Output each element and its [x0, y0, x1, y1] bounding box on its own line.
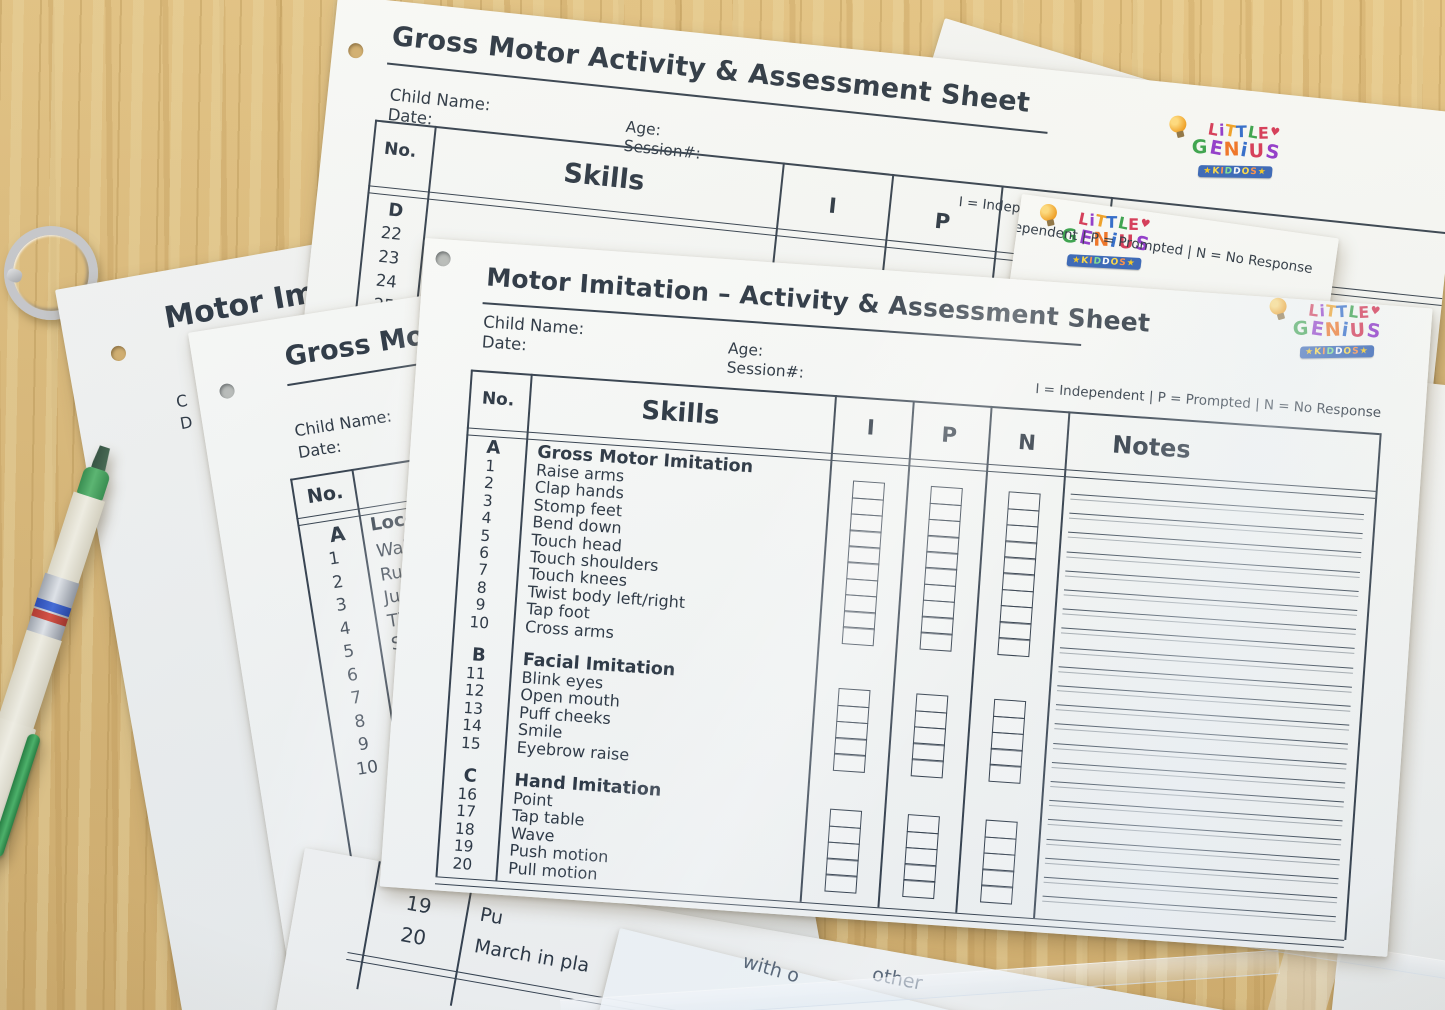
- checkbox: [841, 626, 875, 647]
- little-genius-logo: LiTTLE♥ GENiUS ★KIDDOS★: [1267, 295, 1404, 361]
- checkbox-stack-i: [832, 688, 871, 773]
- checkbox: [919, 631, 953, 652]
- section-letter: A: [327, 521, 347, 548]
- col-header-no: No.: [305, 480, 345, 509]
- col-header-skills: Skills: [640, 395, 721, 431]
- scoring-legend: I = Independent | P = Prompted | N = No …: [1034, 380, 1382, 422]
- under-left-child-fragment: C: [174, 390, 189, 412]
- date-label: Date:: [481, 332, 528, 355]
- checkbox-stack-p: [919, 486, 963, 652]
- punch-hole: [109, 344, 128, 363]
- child-name-label: Child Name:: [293, 406, 393, 441]
- section-letter: C: [462, 765, 478, 787]
- section-letter: A: [485, 436, 502, 459]
- row-label: March in pla: [472, 935, 592, 977]
- col-header-skills: Skills: [562, 157, 647, 197]
- checkbox-stack-i: [841, 480, 886, 647]
- session-label: Session#:: [726, 358, 805, 382]
- checkbox: [988, 763, 1022, 784]
- col-header-p: P: [940, 422, 958, 448]
- checkbox: [910, 758, 944, 779]
- age-label: Age:: [727, 339, 764, 360]
- checkbox: [832, 753, 866, 773]
- logo-banner-kiddos: ★KIDDOS★: [1299, 344, 1375, 359]
- checkbox: [980, 884, 1014, 905]
- pen-barrel: [46, 491, 105, 584]
- col-header-i: I: [866, 415, 876, 440]
- date-label: Date:: [296, 436, 343, 463]
- checkbox: [997, 637, 1031, 658]
- item-label: Cross arms: [524, 616, 615, 642]
- checkbox-stack-p: [902, 814, 940, 900]
- pen-barrel-lower: [0, 629, 62, 729]
- row-number: 20: [398, 922, 428, 951]
- col-header-no: No.: [481, 388, 515, 411]
- col-header-n: N: [1017, 429, 1037, 456]
- checkbox: [824, 873, 858, 894]
- item-number: 10: [468, 612, 490, 632]
- col-header-p: P: [933, 208, 952, 235]
- row-number: 23: [377, 246, 401, 268]
- row-label: Pu: [478, 903, 505, 930]
- section-letter: D: [387, 199, 405, 222]
- binder-ring: [4, 226, 98, 320]
- checkbox-stack-n: [988, 699, 1027, 784]
- age-label: Age:: [624, 117, 662, 140]
- logo-banner-kiddos: ★KIDDOS★: [1197, 164, 1273, 178]
- col-header-no: No.: [383, 138, 418, 162]
- row-number: 22: [379, 222, 403, 244]
- checkbox-stack-n: [997, 491, 1041, 658]
- section-letter: B: [471, 644, 487, 667]
- pen-clip: [0, 732, 41, 859]
- row-number: 24: [374, 270, 398, 292]
- marker-pen: [0, 440, 127, 909]
- punch-hole: [347, 42, 365, 59]
- item-number: 15: [460, 733, 482, 753]
- little-genius-logo: LiTTLE♥ GENiUS ★KIDDOS★: [1167, 113, 1304, 184]
- checkbox-stack-i: [824, 809, 863, 894]
- logo-line-genius: GENiUS: [1292, 317, 1384, 344]
- checkbox-stack-p: [910, 693, 949, 779]
- little-genius-logo-art: LiTTLE♥ GENiUS ★KIDDOS★: [1267, 295, 1404, 360]
- sheet-motor-imitation-main: Motor Imitation – Activity & Assessment …: [379, 238, 1433, 957]
- col-header-notes: Notes: [1111, 430, 1192, 464]
- pen-cap: [0, 716, 41, 869]
- checkbox: [902, 879, 936, 900]
- little-genius-logo-art: LiTTLE♥ GENiUS ★KIDDOS★: [1167, 113, 1303, 181]
- under-left-date-fragment: D: [178, 412, 194, 434]
- logo-banner-kiddos: ★KIDDOS★: [1066, 253, 1142, 270]
- pen-tip: [91, 445, 112, 472]
- checkbox-stack-n: [980, 819, 1018, 905]
- pen-band: [26, 572, 80, 641]
- punch-hole: [435, 250, 452, 267]
- item-number: 20: [451, 854, 473, 874]
- item-label: Eyebrow raise: [516, 737, 630, 765]
- punch-hole: [218, 382, 236, 400]
- col-header-i: I: [827, 193, 838, 219]
